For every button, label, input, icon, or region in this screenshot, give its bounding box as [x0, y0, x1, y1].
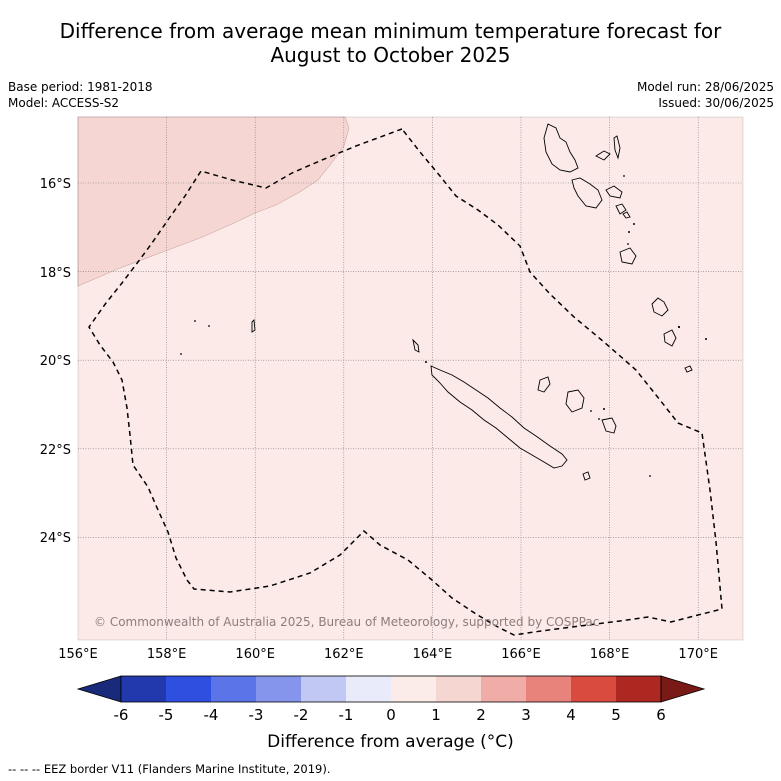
- colorbar-tick-label: 2: [476, 706, 486, 724]
- lon-tick-label: 168°E: [590, 647, 630, 662]
- chart-title: Difference from average mean minimum tem…: [0, 19, 781, 67]
- colorbar-segment: [301, 676, 346, 702]
- lat-tick-label: 20°S: [40, 354, 71, 369]
- colorbar-segment: [391, 676, 436, 702]
- colorbar-arrow-low: [76, 675, 122, 703]
- colorbar-tick-label: 0: [386, 706, 396, 724]
- colorbar-tick-label: -5: [159, 706, 174, 724]
- title-line-2: August to October 2025: [270, 43, 511, 67]
- colorbar-segment: [481, 676, 526, 702]
- tanna-island: [663, 329, 677, 347]
- colorbar-tick-label: 1: [431, 706, 441, 724]
- islands: [251, 123, 693, 481]
- lon-tick-label: 162°E: [324, 647, 364, 662]
- model-name: Model: ACCESS-S2: [8, 96, 120, 110]
- efate-island: [619, 247, 637, 265]
- pentecost-island: [605, 185, 623, 199]
- colorbar: [76, 675, 706, 703]
- colorbar-tick-label: -6: [114, 706, 129, 724]
- chesterfield-reef: [251, 319, 256, 333]
- lon-tick-label: 164°E: [413, 647, 453, 662]
- colorbar-arrow-high: [660, 675, 706, 703]
- colorbar-tick-label: -1: [339, 706, 354, 724]
- shepherd-islands: [622, 211, 631, 219]
- lon-tick-label: 166°E: [501, 647, 541, 662]
- colorbar-segment: [436, 676, 481, 702]
- colorbar-tick-label: -3: [249, 706, 264, 724]
- loyalty-lifou-island: [565, 389, 585, 413]
- malo-island: [595, 150, 611, 161]
- aneityum-island: [684, 365, 693, 373]
- eez-border: [88, 128, 723, 636]
- colorbar-segment: [571, 676, 616, 702]
- meta-right: Model run: 28/06/2025 Issued: 30/06/2025: [637, 79, 774, 111]
- loyalty-ouvea-island: [537, 376, 551, 393]
- colorbar-segment: [211, 676, 256, 702]
- lat-tick-label: 22°S: [40, 443, 71, 458]
- map-gridlines: [78, 117, 743, 640]
- map-frame: [77, 116, 744, 641]
- colorbar-segment: [346, 676, 391, 702]
- colorbar-tick-label: -2: [294, 706, 309, 724]
- issued-date: Issued: 30/06/2025: [658, 96, 774, 110]
- colorbar-title: Difference from average (°C): [267, 732, 514, 752]
- ambae-island: [613, 135, 621, 160]
- colorbar-tick-label: -4: [204, 706, 219, 724]
- lon-tick-label: 160°E: [235, 647, 275, 662]
- colorbar-segment: [616, 676, 661, 702]
- title-line-1: Difference from average mean minimum tem…: [59, 19, 722, 43]
- lat-tick-label: 24°S: [40, 531, 71, 546]
- colorbar-outline: [120, 675, 662, 703]
- colorbar-segment: [256, 676, 301, 702]
- colorbar-tick-label: 3: [521, 706, 531, 724]
- colorbar-segment: [121, 676, 166, 702]
- belep-islands: [412, 338, 420, 353]
- loyalty-mare-island: [601, 417, 617, 434]
- colorbar-segment: [166, 676, 211, 702]
- anomaly-one-to-two-region: [77, 116, 350, 287]
- malakula-island: [571, 177, 603, 209]
- copyright-text: © Commonwealth of Australia 2025, Bureau…: [94, 615, 599, 629]
- lon-tick-label: 156°E: [58, 647, 98, 662]
- small-islets: [180, 175, 707, 477]
- lon-tick-label: 158°E: [147, 647, 187, 662]
- colorbar-tick-label: 6: [656, 706, 666, 724]
- colorbar-tick-label: 5: [611, 706, 621, 724]
- isle-of-pines: [582, 471, 591, 481]
- epi-island: [615, 203, 627, 215]
- base-period: Base period: 1981-2018: [8, 80, 153, 94]
- espiritu-santo-island: [543, 123, 579, 173]
- lon-tick-label: 170°E: [678, 647, 718, 662]
- lat-tick-label: 16°S: [40, 177, 71, 192]
- new-caledonia-island: [430, 365, 568, 469]
- lat-tick-label: 18°S: [40, 266, 71, 281]
- meta-left: Base period: 1981-2018 Model: ACCESS-S2: [8, 79, 153, 111]
- erromango-island: [651, 297, 669, 317]
- colorbar-tick-label: 4: [566, 706, 576, 724]
- colorbar-segment: [526, 676, 571, 702]
- eez-footnote: -- -- -- EEZ border V11 (Flanders Marine…: [8, 762, 331, 776]
- model-run: Model run: 28/06/2025: [636, 80, 774, 94]
